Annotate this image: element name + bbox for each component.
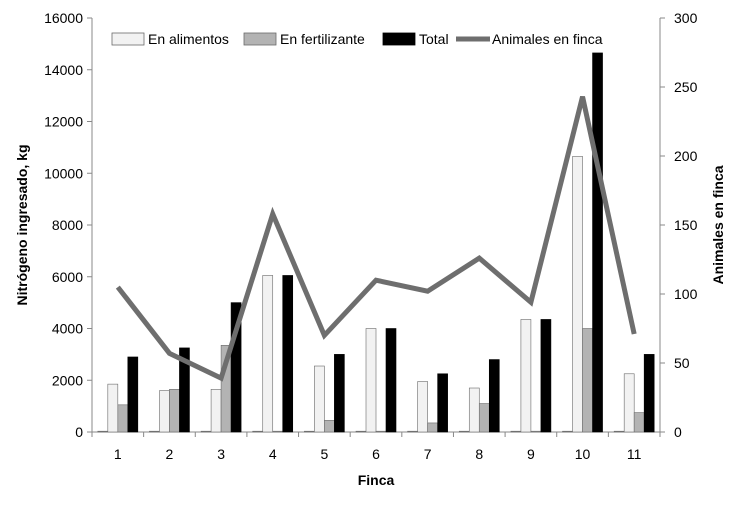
legend-label: En alimentos [148,31,229,47]
bar [385,328,397,433]
bar [530,430,542,433]
bar [210,389,222,433]
y-tick-label: 16000 [44,10,83,26]
x-tick-label: 6 [372,446,380,462]
bar [478,403,490,433]
y-tick-label: 10000 [44,165,83,181]
bar [510,430,522,433]
series-line [115,96,637,382]
axes-layer: 0 2000 4000 6000 8000 10000 12000 14000 16000 0 50… [44,10,698,462]
bar [633,412,645,433]
legend-label: Animales en finca [492,31,603,47]
bar [365,328,377,433]
bar [355,430,367,433]
bar [304,430,315,433]
legend-swatch [111,32,145,46]
x-tick-label: 2 [166,446,174,462]
x-tick-label: 7 [424,446,432,462]
bar [252,430,264,433]
bar [159,390,170,433]
line-layer [115,96,637,382]
bar [375,430,387,433]
bar [582,328,593,433]
bar [230,302,242,433]
bar [107,383,119,433]
x-tick-label: 11 [627,446,642,462]
y2-tick-label: 200 [674,148,698,164]
x-tick-label: 8 [475,446,483,462]
x-tick-label: 1 [114,446,122,462]
bar [324,420,335,433]
bar [520,319,532,433]
y2-tick-label: 50 [674,355,690,371]
bar [562,430,573,433]
y-tick-label: 8000 [52,217,83,233]
y2-tick-label: 0 [674,424,682,440]
legend: En alimentos En fertilizante Total Animales… [111,31,603,47]
bar [169,389,180,433]
bars-layer [97,52,655,433]
bar [417,381,428,433]
y-tick-label: 4000 [52,321,83,337]
y2-tick-label: 300 [674,10,698,26]
x-tick-label: 5 [320,446,328,462]
x-tick-label: 3 [217,446,225,462]
y2-tick-label: 150 [674,217,698,233]
x-tick-label: 4 [269,446,277,462]
y2-tick-label: 250 [674,79,698,95]
bar [262,275,274,433]
bar [613,430,625,433]
bar [458,430,470,433]
legend-label: En fertilizante [280,31,365,47]
x-tick-label: 9 [527,446,535,462]
bar [488,359,500,433]
bar [97,430,109,433]
x-tick-label: 10 [575,446,591,462]
bar [623,373,635,433]
y-tick-label: 12000 [44,114,83,130]
y-tick-label: 14000 [44,62,83,78]
y-axis-title: Nitrógeno ingresado, kg [14,144,30,305]
legend-swatch [243,32,277,46]
bar [127,356,139,433]
bar [572,156,583,433]
bar [314,365,325,433]
y-tick-label: 6000 [52,269,83,285]
y-tick-label: 2000 [52,372,83,388]
bar [200,430,212,433]
bar [179,347,190,433]
bar [643,354,655,433]
bar [272,430,284,433]
y2-tick-label: 100 [674,286,698,302]
bar [468,387,480,433]
bar [282,275,294,433]
bar [334,354,345,433]
bar [149,430,160,433]
bar [592,52,603,433]
bar [540,319,552,433]
y2-axis-title: Animales en finca [710,165,726,284]
y-tick-label: 0 [75,424,83,440]
x-axis-title: Finca [358,472,395,488]
legend-label: Total [419,31,449,47]
bar [407,430,418,433]
legend-swatch [382,32,416,46]
bar [437,373,448,433]
bar [117,404,129,433]
bar [427,422,438,433]
